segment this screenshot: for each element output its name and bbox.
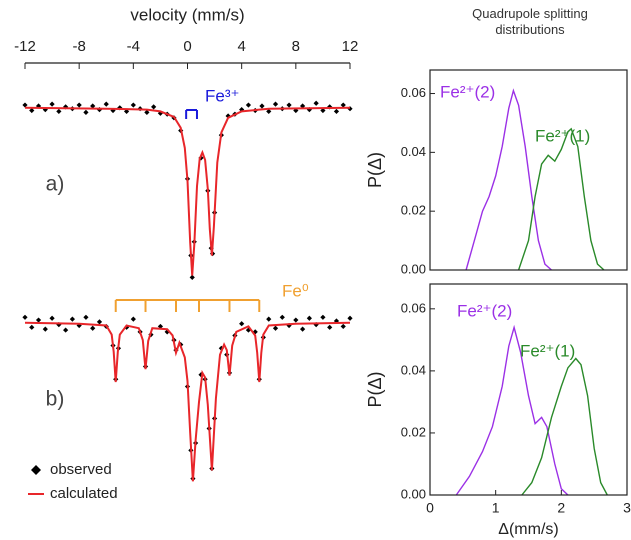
- observed-point: [35, 317, 42, 323]
- observed-point: [306, 315, 312, 321]
- series-label: Fe²⁺(1): [535, 126, 590, 145]
- y-tick-label: 0.02: [401, 424, 426, 439]
- observed-point: [252, 329, 258, 335]
- observed-point: [272, 101, 279, 107]
- y-tick-label: 0.04: [401, 144, 426, 159]
- observed-point: [130, 102, 136, 108]
- plot-frame: [429, 283, 628, 496]
- observed-point: [313, 322, 319, 328]
- x-tick-label: -12: [14, 38, 36, 55]
- observed-point: [313, 100, 319, 106]
- x-axis-title: velocity (mm/s): [130, 5, 244, 24]
- observed-point: [239, 321, 245, 327]
- observed-point: [49, 101, 55, 107]
- observed-point: [96, 319, 103, 325]
- observed-point: [245, 327, 252, 333]
- observed-point: [123, 108, 130, 115]
- y-tick-label: 0.02: [401, 203, 426, 218]
- observed-point: [320, 314, 326, 320]
- series-line: [24, 106, 351, 276]
- observed-point: [272, 325, 279, 331]
- observed-point: [103, 101, 109, 107]
- x-tick-label: -4: [127, 38, 140, 55]
- observed-point: [259, 103, 265, 109]
- series-label: Fe²⁺(1): [520, 341, 575, 360]
- series-line: [24, 321, 351, 482]
- observed-point: [130, 316, 136, 322]
- series-line: [517, 127, 605, 271]
- observed-point: [189, 274, 195, 280]
- observed-point: [266, 108, 272, 115]
- series-line: [521, 357, 608, 496]
- panel-title: Quadrupole splitting distributions: [472, 6, 588, 37]
- x-tick-label: 0: [426, 500, 434, 516]
- observed-point: [90, 103, 96, 109]
- observed-point: [157, 323, 164, 330]
- observed-point: [69, 316, 75, 322]
- observed-point: [49, 315, 55, 321]
- y-axis-title: P(Δ): [365, 371, 385, 407]
- series-label: Fe²⁺(2): [457, 301, 512, 320]
- x-axis-title: Δ(mm/s): [498, 521, 558, 538]
- x-tick-label: 4: [237, 38, 245, 55]
- x-tick-label: 8: [292, 38, 300, 55]
- panel-label: a): [46, 173, 65, 196]
- observed-point: [164, 329, 170, 335]
- x-tick-label: 1: [492, 500, 500, 516]
- observed-point: [29, 107, 35, 114]
- observed-point: [42, 326, 48, 332]
- y-tick-label: 0.00: [401, 486, 426, 501]
- observed-point: [327, 324, 333, 330]
- observed-point: [279, 314, 285, 320]
- observed-point: [144, 109, 150, 115]
- observed-point: [286, 102, 292, 108]
- y-axis-title: P(Δ): [365, 152, 385, 188]
- observed-point: [22, 102, 28, 108]
- observed-point: [56, 322, 62, 328]
- observed-point: [42, 107, 48, 113]
- x-tick-label: 3: [623, 500, 631, 516]
- observed-point: [63, 104, 69, 110]
- series-label: Fe²⁺(2): [440, 82, 495, 101]
- observed-point: [320, 107, 326, 114]
- observed-point: [266, 316, 272, 322]
- y-tick-label: 0.06: [401, 300, 426, 315]
- observed-point: [76, 102, 82, 108]
- observed-point: [83, 314, 89, 320]
- observed-point: [293, 317, 299, 323]
- observed-point: [347, 315, 353, 321]
- observed-point: [340, 323, 346, 330]
- x-tick-label: 0: [183, 38, 191, 55]
- panel-label: b): [46, 388, 65, 411]
- observed-point: [300, 326, 306, 332]
- observed-point: [333, 108, 340, 115]
- observed-point: [245, 102, 252, 108]
- observed-point: [340, 102, 346, 108]
- y-tick-label: 0.04: [401, 362, 426, 377]
- x-tick-label: -8: [72, 38, 85, 55]
- observed-point: [300, 103, 306, 109]
- x-tick-label: 2: [557, 500, 565, 516]
- y-tick-label: 0.06: [401, 85, 426, 100]
- observed-point: [83, 109, 89, 115]
- observed-point: [56, 108, 62, 115]
- series-line: [465, 88, 552, 271]
- observed-point: [90, 325, 96, 331]
- legend-label: observed: [50, 461, 112, 478]
- observed-point: [22, 314, 28, 320]
- observed-point: [151, 104, 157, 110]
- legend-label: calculated: [50, 485, 118, 502]
- plot-frame: [429, 69, 628, 271]
- annotation: Fe⁰: [282, 281, 309, 300]
- x-tick-label: 12: [342, 38, 359, 55]
- y-tick-label: 0.00: [401, 261, 426, 276]
- legend-marker: [31, 465, 41, 475]
- observed-point: [29, 324, 35, 330]
- observed-point: [63, 327, 69, 333]
- series-line: [455, 324, 569, 496]
- annotation: Fe³⁺: [205, 86, 239, 105]
